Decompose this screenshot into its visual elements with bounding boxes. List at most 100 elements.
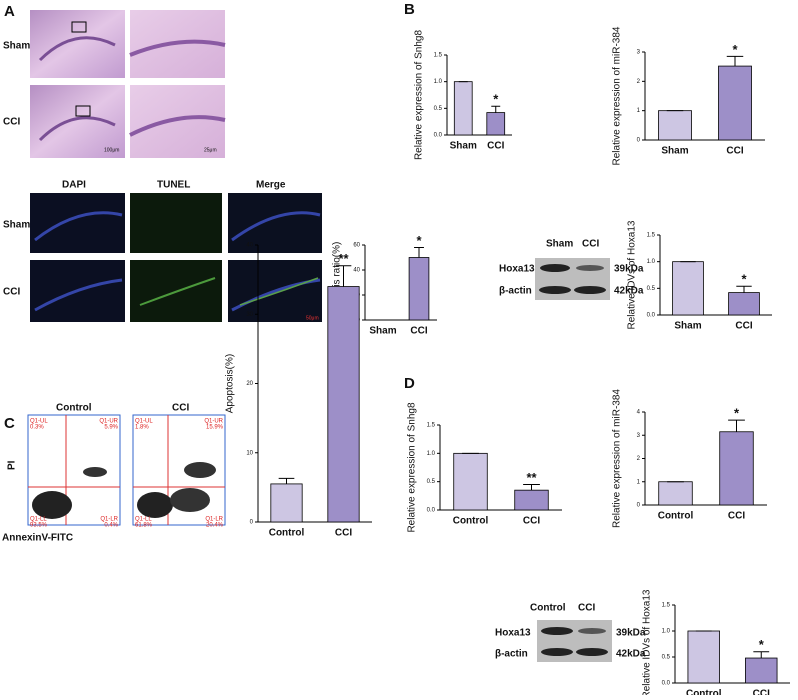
- y-tick-label: 3: [637, 433, 641, 439]
- y-tick-label: 4: [637, 410, 641, 416]
- error-bar: [753, 651, 770, 659]
- lane-label: CCI: [578, 603, 595, 614]
- y-axis-label: Relative expression of miR-384: [612, 26, 623, 165]
- flow-plots: [27, 414, 226, 526]
- bar: [486, 112, 506, 136]
- size-label: 42kDa: [616, 649, 646, 660]
- bar: [672, 261, 704, 316]
- x-tick-label: Control: [686, 689, 722, 695]
- protein-label: β-actin: [499, 286, 532, 297]
- bar: [327, 286, 360, 523]
- quadrant-label: Q1-UL: [135, 419, 153, 425]
- axis-label: AnnexinV-FITC: [2, 533, 73, 544]
- significance: *: [416, 233, 422, 248]
- y-tick-label: 0: [250, 520, 254, 526]
- bar: [514, 489, 549, 511]
- bar: [453, 81, 473, 136]
- lane-label: Sham: [546, 239, 573, 250]
- bar: [408, 257, 430, 321]
- y-axis-label: Apoptosis ratio(%): [332, 242, 343, 324]
- y-tick-label: 30: [246, 312, 253, 318]
- row-label: CCI: [3, 117, 20, 128]
- quadrant-label: Q1-LR: [100, 517, 118, 523]
- y-tick-label: 1: [637, 108, 641, 114]
- size-label: 39kDa: [616, 628, 646, 639]
- x-tick-label: Sham: [450, 141, 477, 152]
- flow-title: Control: [56, 403, 92, 414]
- quadrant-value: 61.8%: [135, 523, 153, 529]
- error-bar: [523, 484, 540, 491]
- x-tick-label: Control: [269, 528, 305, 539]
- error-bar: [726, 55, 744, 67]
- y-tick-label: 0: [637, 138, 641, 144]
- y-tick-label: 1.5: [427, 423, 436, 429]
- error-bar: [736, 285, 752, 293]
- y-tick-label: 1.0: [647, 259, 656, 265]
- y-tick-label: 2: [637, 79, 641, 85]
- y-tick-label: 1.0: [434, 79, 443, 85]
- significance: *: [741, 272, 747, 287]
- quadrant-value: 5.9%: [104, 425, 118, 431]
- y-tick-label: 0.5: [427, 479, 436, 485]
- y-tick-label: 60: [353, 243, 360, 249]
- error-bar: [728, 419, 745, 432]
- quadrant-label: Q1-LL: [135, 517, 152, 523]
- y-tick-label: 0.0: [427, 508, 436, 514]
- y-tick-label: 2: [637, 456, 641, 462]
- y-tick-label: 3: [637, 50, 641, 56]
- y-tick-label: 0.5: [434, 106, 443, 112]
- quadrant-value: 20.4%: [206, 523, 224, 529]
- y-tick-label: 1.5: [662, 603, 671, 609]
- bar: [687, 630, 720, 684]
- scale-bar: 25μm: [204, 147, 217, 153]
- y-tick-label: 40: [246, 243, 253, 249]
- y-tick-label: 0.5: [662, 655, 671, 661]
- bar: [719, 431, 754, 506]
- x-tick-label: Sham: [661, 146, 688, 157]
- y-tick-label: 1.0: [427, 451, 436, 457]
- row-label: Sham: [3, 41, 30, 52]
- error-bar: [335, 265, 352, 287]
- y-axis-label: Relative expression of Snhg8: [414, 30, 425, 161]
- error-bar: [414, 247, 424, 258]
- bar: [745, 657, 778, 684]
- panel-label: C: [4, 415, 15, 432]
- y-axis-label: Relative expression of Snhg8: [407, 402, 418, 533]
- column-label: Merge: [256, 180, 286, 191]
- bar: [728, 292, 760, 316]
- bar: [718, 65, 752, 141]
- quadrant-label: Q1-LR: [205, 517, 223, 523]
- bar: [658, 481, 693, 506]
- error-bar: [278, 477, 295, 484]
- western-blot: [535, 258, 610, 300]
- y-tick-label: 1: [637, 479, 641, 485]
- x-tick-label: CCI: [523, 516, 540, 527]
- histology-images: [30, 10, 226, 158]
- quadrant-value: 15.9%: [206, 425, 224, 431]
- protein-label: Hoxa13: [495, 628, 531, 639]
- row-label: Sham: [3, 220, 30, 231]
- x-tick-label: CCI: [410, 326, 427, 337]
- quadrant-label: Q1-LL: [30, 517, 47, 523]
- y-tick-label: 0.0: [662, 681, 671, 687]
- x-tick-label: Sham: [674, 321, 701, 332]
- y-tick-label: 1.5: [434, 53, 443, 59]
- panel-label: B: [404, 1, 415, 18]
- y-tick-label: 0: [637, 503, 641, 509]
- y-tick-label: 0.5: [647, 286, 656, 292]
- bar: [270, 483, 303, 523]
- western-blot: [537, 620, 612, 662]
- size-label: 39kDa: [614, 264, 644, 275]
- quadrant-value: 0.4%: [104, 523, 118, 529]
- x-tick-label: CCI: [335, 528, 352, 539]
- protein-label: β-actin: [495, 649, 528, 660]
- lane-label: Control: [530, 603, 566, 614]
- y-tick-label: 0.0: [434, 133, 443, 139]
- quadrant-label: Q1-UR: [99, 419, 118, 425]
- significance: **: [338, 251, 349, 266]
- x-tick-label: CCI: [726, 146, 743, 157]
- scale-bar: 100μm: [104, 147, 119, 153]
- y-tick-label: 10: [246, 450, 253, 456]
- x-tick-label: CCI: [728, 511, 745, 522]
- x-tick-label: Control: [453, 516, 489, 527]
